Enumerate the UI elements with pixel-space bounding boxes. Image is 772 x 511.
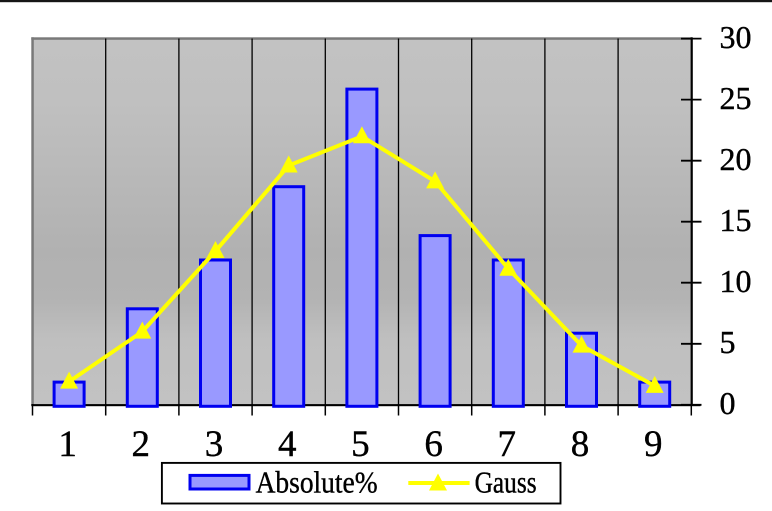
svg-text:1: 1 bbox=[58, 424, 77, 465]
svg-text:25: 25 bbox=[720, 80, 752, 116]
svg-text:20: 20 bbox=[720, 141, 752, 177]
svg-text:Absolute%: Absolute% bbox=[256, 464, 378, 499]
svg-text:8: 8 bbox=[571, 424, 590, 465]
svg-text:30: 30 bbox=[720, 19, 752, 55]
svg-text:0: 0 bbox=[720, 385, 736, 421]
svg-text:5: 5 bbox=[720, 324, 736, 360]
svg-text:5: 5 bbox=[351, 424, 370, 465]
svg-text:2: 2 bbox=[132, 424, 151, 465]
svg-text:10: 10 bbox=[720, 263, 752, 299]
svg-text:9: 9 bbox=[644, 424, 663, 465]
svg-text:3: 3 bbox=[205, 424, 224, 465]
svg-text:Gauss: Gauss bbox=[475, 464, 537, 499]
svg-text:7: 7 bbox=[498, 424, 517, 465]
svg-text:4: 4 bbox=[278, 424, 297, 465]
svg-text:15: 15 bbox=[720, 202, 752, 238]
svg-text:6: 6 bbox=[424, 424, 443, 465]
